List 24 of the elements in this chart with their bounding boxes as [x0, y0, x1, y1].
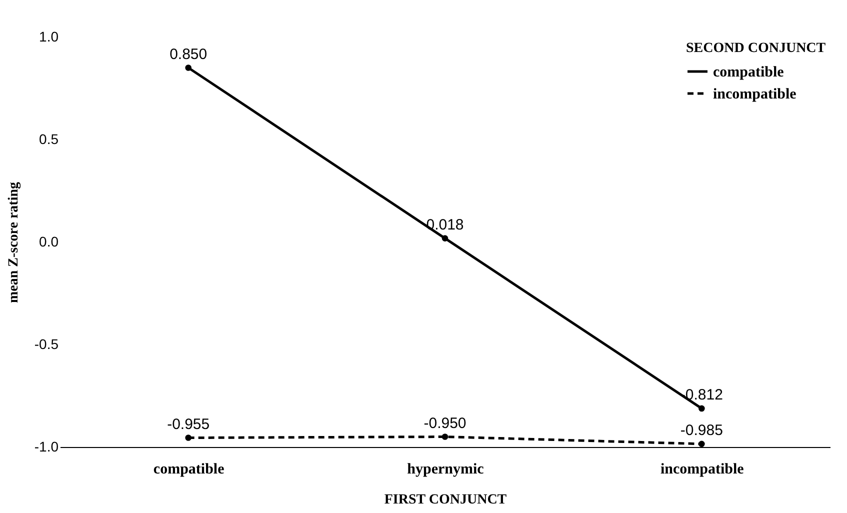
y-tick-label: -1.0: [34, 438, 59, 454]
data-label: -0.985: [680, 422, 723, 439]
y-tick-label: 0.5: [39, 131, 59, 147]
point: [698, 405, 705, 412]
x-tick-label: compatible: [153, 462, 225, 478]
legend-label: incompatible: [713, 86, 797, 102]
y-tick-label: 1.0: [39, 28, 59, 44]
point: [185, 64, 192, 71]
data-label: -0.812: [680, 386, 723, 404]
point: [442, 434, 448, 440]
x-tick-label: hypernymic: [407, 462, 484, 478]
data-label: -0.955: [167, 416, 210, 433]
y-tick-label: 0.0: [39, 234, 59, 250]
point: [185, 434, 192, 441]
point: [698, 440, 705, 448]
data-label: 0.850: [170, 46, 208, 63]
y-axis-title: mean Z-score rating: [6, 182, 22, 304]
legend-label: compatible: [713, 64, 784, 80]
y-tick-label: -0.5: [34, 336, 59, 352]
x-axis-title: FIRST CONJUNCT: [384, 492, 508, 508]
point: [442, 235, 448, 242]
legend-title: SECOND CONJUNCT: [686, 41, 826, 56]
data-label: -0.950: [424, 414, 466, 432]
x-tick-label: incompatible: [660, 462, 744, 478]
